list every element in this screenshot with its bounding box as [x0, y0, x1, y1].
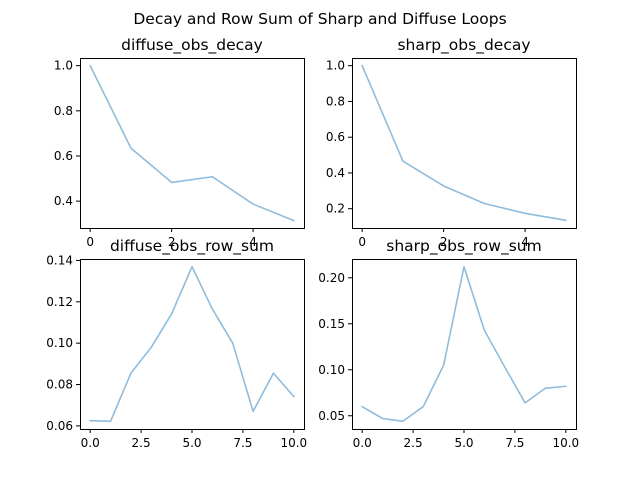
subplot-title-diffuse-obs-decay: diffuse_obs_decay [121, 36, 263, 55]
x-tick-label: 7.5 [505, 436, 524, 450]
x-tick-label: 7.5 [233, 436, 252, 450]
y-tick-label: 0.2 [326, 202, 345, 216]
series-line [89, 265, 295, 423]
axes-frame [352, 259, 577, 430]
x-tick-label: 0 [358, 235, 366, 249]
subplot-sharp-obs-row-sum: 0.0 2.5 5.0 7.5 10.0 0.05 0.10 0.15 0.20 sharp_ob… [318, 237, 579, 450]
x-tick-label: 2 [440, 235, 448, 249]
y-tick-label: 0.8 [54, 104, 73, 118]
y-tick-label: 0.14 [46, 253, 73, 267]
figure-title: Decay and Row Sum of Sharp and Diffuse L… [133, 10, 506, 28]
y-tick-label: 0.6 [54, 149, 73, 163]
x-tick-label: 4 [521, 235, 529, 249]
x-tick-label: 5.0 [182, 436, 201, 450]
series-line [361, 64, 567, 222]
y-tick-label: 0.10 [46, 336, 73, 350]
y-tick-label: 0.10 [318, 363, 345, 377]
y-tick-label: 1.0 [54, 59, 73, 73]
axes-frame [80, 58, 305, 229]
x-tick-label: 2 [168, 235, 176, 249]
subplot-title-sharp-obs-decay: sharp_obs_decay [397, 36, 530, 55]
x-tick-label: 0.0 [81, 436, 100, 450]
y-tick-label: 0.20 [318, 271, 345, 285]
x-tick-label: 0 [86, 235, 94, 249]
y-tick-label: 0.05 [318, 409, 345, 423]
x-tick-label: 0.0 [353, 436, 372, 450]
y-tick-label: 0.4 [326, 166, 345, 180]
y-tick-label: 0.12 [46, 295, 73, 309]
x-tick-label: 10.0 [552, 436, 579, 450]
y-tick-label: 0.15 [318, 317, 345, 331]
x-tick-label: 5.0 [454, 436, 473, 450]
x-tick-label: 10.0 [280, 436, 307, 450]
axes-frame [80, 259, 305, 430]
axes-frame [352, 58, 577, 229]
subplot-title-sharp-obs-row-sum: sharp_obs_row_sum [386, 237, 541, 256]
y-tick-label: 0.6 [326, 130, 345, 144]
y-tick-label: 0.4 [54, 194, 73, 208]
y-tick-label: 0.8 [326, 94, 345, 108]
x-tick-label: 2.5 [404, 436, 423, 450]
series-line [361, 265, 567, 423]
x-tick-label: 2.5 [132, 436, 151, 450]
y-tick-label: 0.08 [46, 378, 73, 392]
y-tick-label: 1.0 [326, 59, 345, 73]
y-tick-label: 0.06 [46, 419, 73, 433]
subplot-diffuse-obs-decay: 0 2 4 0.4 0.6 0.8 1.0 diffuse_obs_decay [54, 36, 305, 249]
subplot-title-diffuse-obs-row-sum: diffuse_obs_row_sum [110, 237, 274, 256]
series-line [89, 64, 295, 222]
x-tick-label: 4 [249, 235, 257, 249]
subplot-diffuse-obs-row-sum: 0.0 2.5 5.0 7.5 10.0 0.06 0.08 0.10 0.12 0.14 diff… [46, 237, 307, 450]
subplot-sharp-obs-decay: 0 2 4 0.2 0.4 0.6 0.8 1.0 sharp_obs_decay [326, 36, 577, 249]
